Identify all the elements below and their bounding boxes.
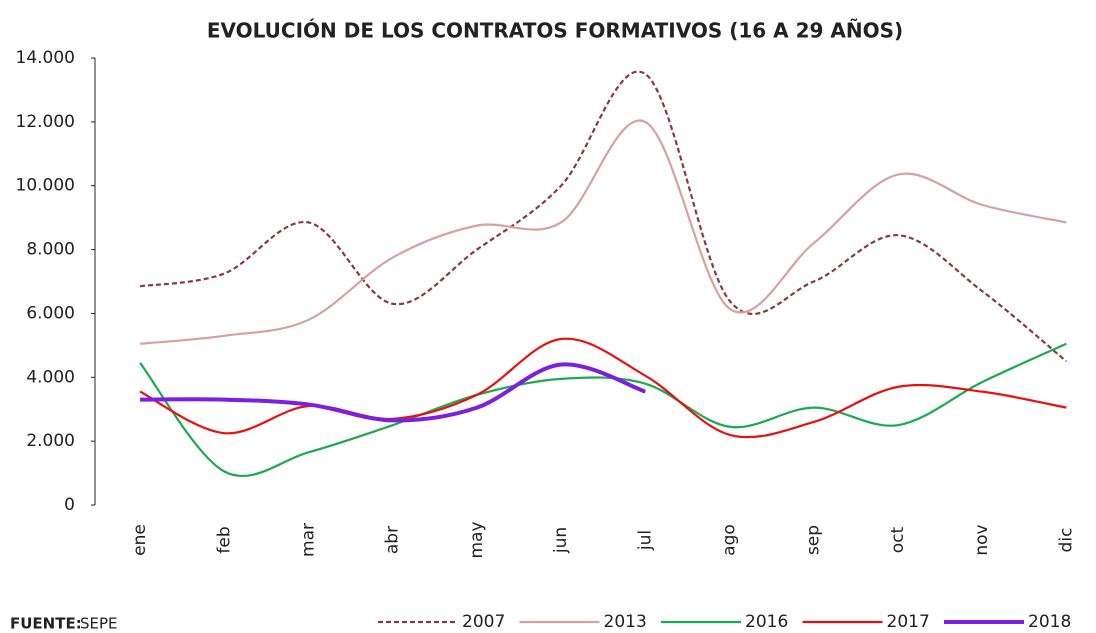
x-tick-label: nov — [972, 524, 992, 555]
chart-title: EVOLUCIÓN DE LOS CONTRATOS FORMATIVOS (1… — [207, 19, 903, 43]
x-tick-label: feb — [214, 526, 234, 553]
x-tick-label: ago — [720, 524, 740, 556]
y-tick-label: 0 — [64, 495, 75, 515]
series-line — [139, 119, 1067, 345]
y-tick-label: 14.000 — [16, 48, 75, 68]
x-tick-label: oct — [888, 526, 908, 553]
x-tick-label: sep — [804, 525, 824, 555]
series-line — [139, 342, 1067, 478]
y-tick-label: 12.000 — [16, 112, 75, 132]
y-tick-label: 8.000 — [26, 240, 75, 260]
series-line — [140, 362, 646, 423]
y-tick-label: 2.000 — [26, 431, 75, 451]
legend-label: 2017 — [887, 612, 930, 632]
x-tick-label: jul — [635, 530, 655, 551]
source: SEPE — [80, 615, 118, 633]
x-tick-label: abr — [383, 526, 403, 554]
legend-label: 2013 — [604, 612, 647, 632]
x-tick-label: dic — [1056, 528, 1076, 553]
x-tick-label: ene — [130, 524, 150, 556]
y-tick-label: 6.000 — [26, 303, 75, 323]
x-tick-label: mar — [299, 523, 319, 557]
legend-label: 2018 — [1028, 612, 1071, 632]
source-label: FUENTE: — [10, 615, 82, 633]
x-tick-label: may — [467, 521, 487, 558]
legend-label: 2016 — [745, 612, 788, 632]
x-tick-label: jun — [551, 527, 571, 554]
series-line — [139, 70, 1068, 363]
legend-label: 2007 — [462, 612, 505, 632]
y-tick-label: 4.000 — [26, 367, 75, 387]
series-line — [139, 337, 1067, 439]
y-tick-label: 10.000 — [16, 176, 75, 196]
